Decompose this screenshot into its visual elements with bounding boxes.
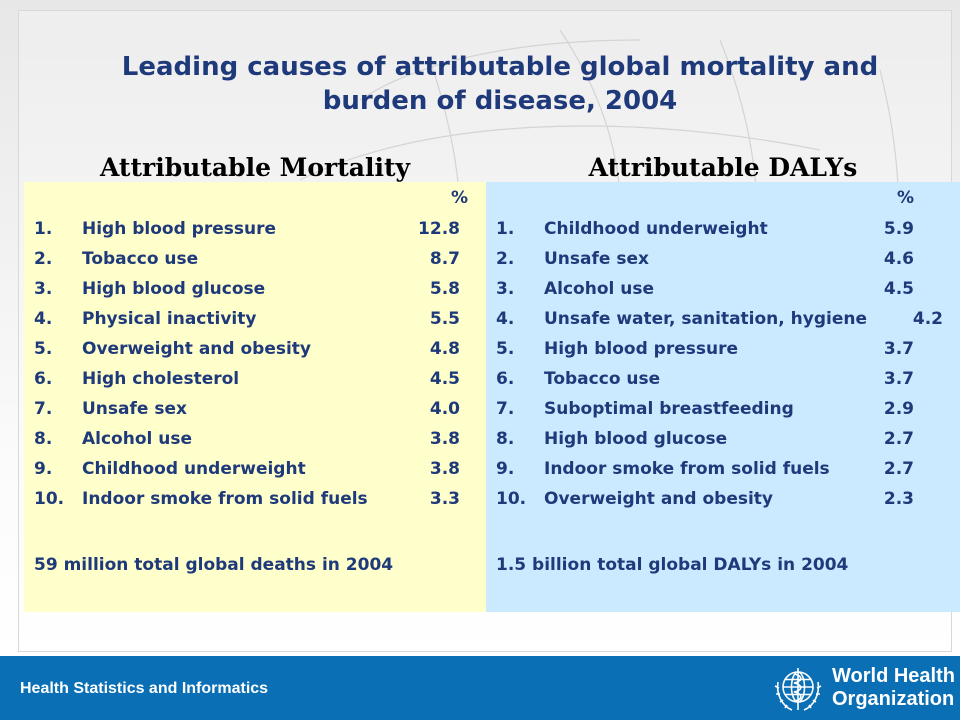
risk-factor-label: Unsafe sex bbox=[82, 399, 187, 419]
risk-factor-label: High cholesterol bbox=[82, 369, 240, 389]
percent-value: 4.6 bbox=[883, 249, 914, 269]
rank-number: 8. bbox=[496, 429, 515, 449]
percent-value: 2.7 bbox=[883, 459, 914, 479]
risk-factor-label: High blood pressure bbox=[544, 339, 739, 359]
mortality-total: 59 million total global deaths in 2004 bbox=[34, 555, 394, 575]
rank-number: 1. bbox=[34, 219, 53, 239]
rank-number: 9. bbox=[496, 459, 515, 479]
rank-number: 5. bbox=[34, 339, 53, 359]
percent-value: 4.0 bbox=[429, 399, 460, 419]
percent-value: 4.5 bbox=[429, 369, 460, 389]
title-line-2: burden of disease, 2004 bbox=[322, 86, 678, 116]
rank-number: 8. bbox=[34, 429, 53, 449]
rank-number: 4. bbox=[34, 309, 53, 329]
risk-factor-label: Unsafe water, sanitation, hygiene bbox=[544, 309, 868, 329]
mortality-percent-header: % bbox=[450, 188, 468, 208]
risk-factor-label: Overweight and obesity bbox=[544, 489, 774, 509]
percent-value: 3.8 bbox=[429, 429, 460, 449]
percent-value: 2.3 bbox=[883, 489, 914, 509]
risk-factor-label: High blood pressure bbox=[82, 219, 277, 239]
percent-value: 2.9 bbox=[883, 399, 914, 419]
organization-name-line-1: World Health bbox=[832, 665, 955, 687]
footer-bar: Health Statistics and Informatics World … bbox=[0, 656, 960, 720]
percent-value: 3.7 bbox=[883, 339, 914, 359]
rank-number: 7. bbox=[34, 399, 53, 419]
organization-name-line-2: Organization bbox=[832, 688, 955, 710]
risk-factor-label: Indoor smoke from solid fuels bbox=[82, 489, 368, 509]
percent-value: 3.7 bbox=[883, 369, 914, 389]
rank-number: 10. bbox=[34, 489, 65, 509]
percent-value: 12.8 bbox=[418, 219, 460, 239]
who-emblem-icon bbox=[774, 668, 822, 711]
dalys-panel: % 1. Childhood underweight 5.9 2. Unsafe se… bbox=[486, 182, 960, 612]
rank-number: 4. bbox=[496, 309, 515, 329]
risk-factor-label: Alcohol use bbox=[544, 279, 655, 299]
dalys-total: 1.5 billion total global DALYs in 2004 bbox=[496, 555, 849, 575]
risk-factor-label: Childhood underweight bbox=[544, 219, 768, 239]
risk-factor-label: Tobacco use bbox=[82, 249, 199, 269]
risk-factor-label: Unsafe sex bbox=[544, 249, 649, 269]
percent-value: 5.8 bbox=[429, 279, 460, 299]
risk-factor-label: Alcohol use bbox=[82, 429, 193, 449]
percent-value: 8.7 bbox=[429, 249, 460, 269]
percent-value: 3.8 bbox=[429, 459, 460, 479]
slide-title: Leading causes of attributable global mo… bbox=[60, 50, 940, 118]
rank-number: 6. bbox=[34, 369, 53, 389]
risk-factor-label: Childhood underweight bbox=[82, 459, 306, 479]
risk-factor-label: High blood glucose bbox=[82, 279, 266, 299]
rank-number: 2. bbox=[496, 249, 515, 269]
percent-value: 5.9 bbox=[883, 219, 914, 239]
rank-number: 9. bbox=[34, 459, 53, 479]
rank-number: 1. bbox=[496, 219, 515, 239]
organization-name: World Health Organization bbox=[832, 665, 955, 711]
risk-factor-label: Suboptimal breastfeeding bbox=[544, 399, 794, 419]
dalys-heading: Attributable DALYs bbox=[588, 153, 858, 182]
rank-number: 10. bbox=[496, 489, 527, 509]
dalys-percent-header: % bbox=[896, 188, 914, 208]
department-name: Health Statistics and Informatics bbox=[20, 680, 269, 697]
percent-value: 5.5 bbox=[429, 309, 460, 329]
rank-number: 2. bbox=[34, 249, 53, 269]
risk-factor-label: Tobacco use bbox=[544, 369, 661, 389]
percent-value: 4.8 bbox=[429, 339, 460, 359]
mortality-heading: Attributable Mortality bbox=[99, 153, 411, 182]
percent-value: 4.2 bbox=[912, 309, 943, 329]
percent-value: 2.7 bbox=[883, 429, 914, 449]
risk-factor-label: Overweight and obesity bbox=[82, 339, 312, 359]
percent-value: 3.3 bbox=[429, 489, 460, 509]
rank-number: 3. bbox=[34, 279, 53, 299]
rank-number: 6. bbox=[496, 369, 515, 389]
risk-factor-label: Indoor smoke from solid fuels bbox=[544, 459, 830, 479]
rank-number: 7. bbox=[496, 399, 515, 419]
risk-factor-label: High blood glucose bbox=[544, 429, 728, 449]
rank-number: 3. bbox=[496, 279, 515, 299]
rank-number: 5. bbox=[496, 339, 515, 359]
percent-value: 4.5 bbox=[883, 279, 914, 299]
title-line-1: Leading causes of attributable global mo… bbox=[121, 52, 879, 82]
mortality-panel: % 1. High blood pressure 12.8 2. Tobacco us… bbox=[24, 182, 486, 612]
risk-factor-label: Physical inactivity bbox=[82, 309, 257, 329]
